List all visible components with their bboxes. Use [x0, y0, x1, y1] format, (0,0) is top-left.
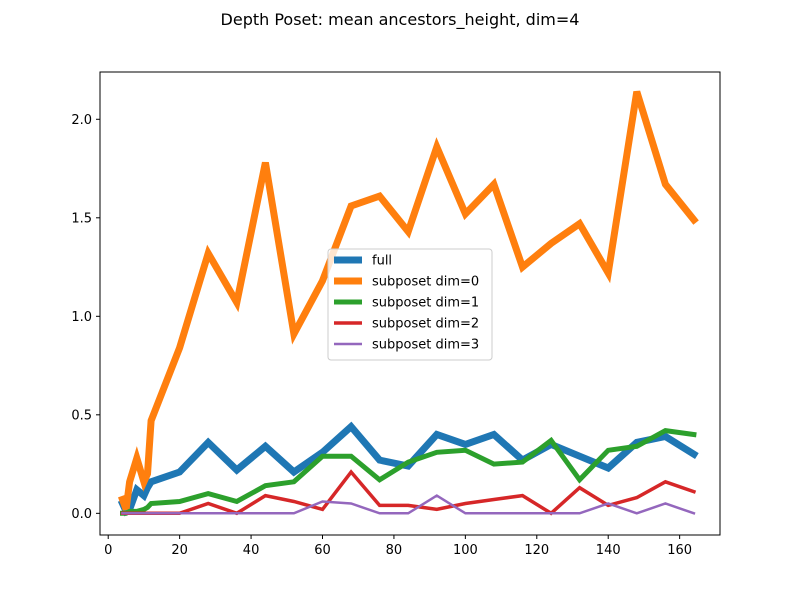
y-tick-label: 0.5 — [71, 408, 92, 423]
y-tick-label: 1.5 — [71, 211, 92, 226]
series-line-1 — [118, 90, 699, 511]
legend-box — [327, 248, 493, 361]
x-tick-label: 80 — [386, 543, 403, 558]
legend-entry-3: subposet dim=2 — [372, 317, 479, 332]
legend: full subposet dim=0 subposet dim=1 subposet… — [327, 248, 493, 361]
legend-entry-2: subposet dim=1 — [372, 296, 479, 311]
legend-entry-4: subposet dim=3 — [372, 338, 479, 353]
x-tick-label: 160 — [667, 543, 692, 558]
plot-frame — [99, 71, 721, 536]
x-tick-label: 100 — [453, 543, 478, 558]
x-tick-label: 140 — [596, 543, 621, 558]
chart-title: Depth Poset: mean ancestors_height, dim=… — [221, 10, 580, 30]
x-tick-label: 60 — [314, 543, 331, 558]
x-tick-label: 20 — [171, 543, 188, 558]
x-axis: 0 20 40 60 80 100 120 140 160 — [104, 535, 692, 558]
y-tick-label: 1.0 — [71, 310, 92, 325]
x-tick-label: 0 — [104, 543, 112, 558]
series-line-4 — [121, 494, 696, 515]
y-tick-label: 0.0 — [71, 507, 92, 522]
series-lines — [117, 90, 699, 517]
y-tick-label: 2.0 — [71, 113, 92, 128]
x-tick-label: 120 — [524, 543, 549, 558]
y-axis: 0.0 0.5 1.0 1.5 2.0 — [71, 113, 100, 522]
x-tick-label: 40 — [243, 543, 260, 558]
legend-entry-1: subposet dim=0 — [372, 275, 479, 290]
series-line-2 — [120, 428, 697, 516]
series-line-0 — [117, 421, 699, 517]
legend-entry-0: full — [372, 254, 392, 269]
